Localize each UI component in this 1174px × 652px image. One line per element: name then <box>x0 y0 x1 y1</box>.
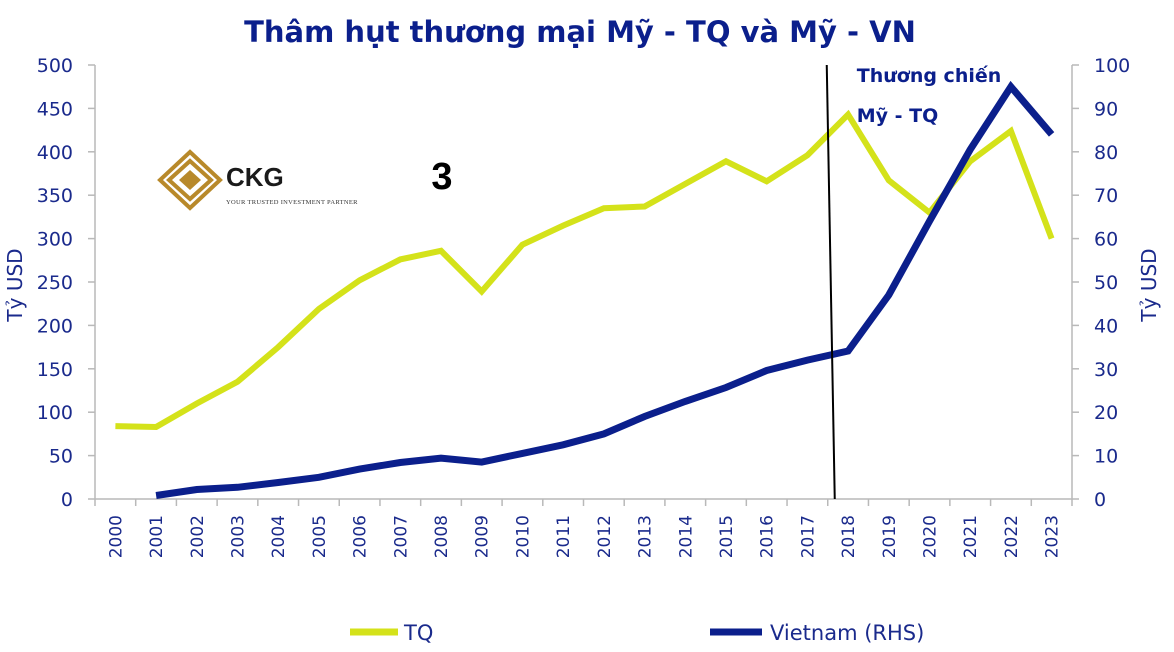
left-tick-label: 100 <box>37 402 73 424</box>
x-tick-label: 2000 <box>106 515 126 558</box>
x-tick-label: 2002 <box>188 515 208 558</box>
right-tick-label: 70 <box>1094 185 1118 207</box>
left-tick-label: 250 <box>37 272 73 294</box>
series-line-tq <box>115 109 1055 431</box>
legend-label-vietnam: Vietnam (RHS) <box>770 621 924 645</box>
left-tick-label: 50 <box>49 446 73 468</box>
left-tick-label: 350 <box>37 185 73 207</box>
right-y-axis-label: Tỷ USD <box>1137 248 1161 322</box>
x-tick-label: 2020 <box>921 515 941 558</box>
x-tick-label: 2022 <box>1002 515 1022 558</box>
page-number-badge: 3 <box>431 156 452 198</box>
right-tick-label: 100 <box>1094 55 1130 77</box>
x-tick-label: 2012 <box>595 515 615 558</box>
x-tick-label: 2008 <box>432 515 452 558</box>
x-tick-label: 2005 <box>310 515 330 558</box>
left-y-axis-label: Tỷ USD <box>3 248 27 322</box>
x-tick-label: 2013 <box>636 515 656 558</box>
ckg-logo: CKG YOUR TRUSTED INVESTMENT PARTNER <box>157 149 358 211</box>
series-vietnam <box>155 80 1055 499</box>
x-tick-label: 2011 <box>554 515 574 558</box>
trade-war-annotation: Thương chiến Mỹ - TQ <box>825 64 1002 500</box>
x-tick-label: 2016 <box>758 515 778 558</box>
ckg-logo-mark <box>157 149 223 211</box>
x-tick-label: 2004 <box>269 515 289 558</box>
right-tick-label: 20 <box>1094 402 1118 424</box>
left-tick-label: 0 <box>61 489 73 511</box>
x-tick-label: 2017 <box>798 515 818 558</box>
x-tick-label: 2001 <box>147 515 167 558</box>
legend-item-vietnam: Vietnam (RHS) <box>710 621 924 645</box>
logo-tagline: YOUR TRUSTED INVESTMENT PARTNER <box>226 199 358 206</box>
left-tick-label: 200 <box>37 315 73 337</box>
right-tick-label: 40 <box>1094 315 1118 337</box>
right-tick-label: 80 <box>1094 142 1118 164</box>
left-tick-label: 450 <box>37 98 73 120</box>
right-y-axis: 0 10 20 30 40 50 60 70 80 90 100 <box>1071 55 1130 511</box>
x-tick-label: 2003 <box>228 515 248 558</box>
right-tick-label: 60 <box>1094 229 1118 251</box>
chart-title: Thâm hụt thương mại Mỹ - TQ và Mỹ - VN <box>244 15 916 49</box>
x-tick-label: 2014 <box>676 515 696 558</box>
annotation-line2: Mỹ - TQ <box>857 105 939 127</box>
trade-war-marker-line <box>825 64 836 500</box>
x-tick-label: 2010 <box>513 515 533 558</box>
x-tick-label: 2009 <box>473 515 493 558</box>
right-tick-label: 0 <box>1094 489 1106 511</box>
series-layer <box>115 80 1055 499</box>
right-tick-label: 30 <box>1094 359 1118 381</box>
x-tick-label: 2006 <box>351 515 371 558</box>
x-tick-label: 2019 <box>880 515 900 558</box>
left-tick-label: 400 <box>37 142 73 164</box>
x-tick-label: 2021 <box>961 515 981 558</box>
legend-label-tq: TQ <box>403 621 433 645</box>
series-tq <box>115 109 1055 431</box>
right-tick-label: 90 <box>1094 98 1118 120</box>
x-tick-label: 2015 <box>717 515 737 558</box>
annotation-line1: Thương chiến <box>857 64 1002 87</box>
x-tick-label: 2007 <box>391 515 411 558</box>
left-tick-label: 500 <box>37 55 73 77</box>
right-tick-label: 10 <box>1094 446 1118 468</box>
legend-item-tq: TQ <box>350 621 433 645</box>
x-axis: 2000 2001 2002 2003 2004 2005 2006 2007 2008 2009… <box>94 498 1073 558</box>
legend: TQ Vietnam (RHS) <box>350 621 924 645</box>
x-tick-label: 2018 <box>839 515 859 558</box>
x-tick-label: 2023 <box>1043 515 1063 558</box>
left-y-axis: 0 50 100 150 200 250 300 350 400 450 500 <box>37 55 96 511</box>
left-tick-label: 300 <box>37 229 73 251</box>
series-line-vietnam <box>155 80 1055 499</box>
right-tick-label: 50 <box>1094 272 1118 294</box>
logo-name: CKG <box>226 162 284 192</box>
left-tick-label: 150 <box>37 359 73 381</box>
